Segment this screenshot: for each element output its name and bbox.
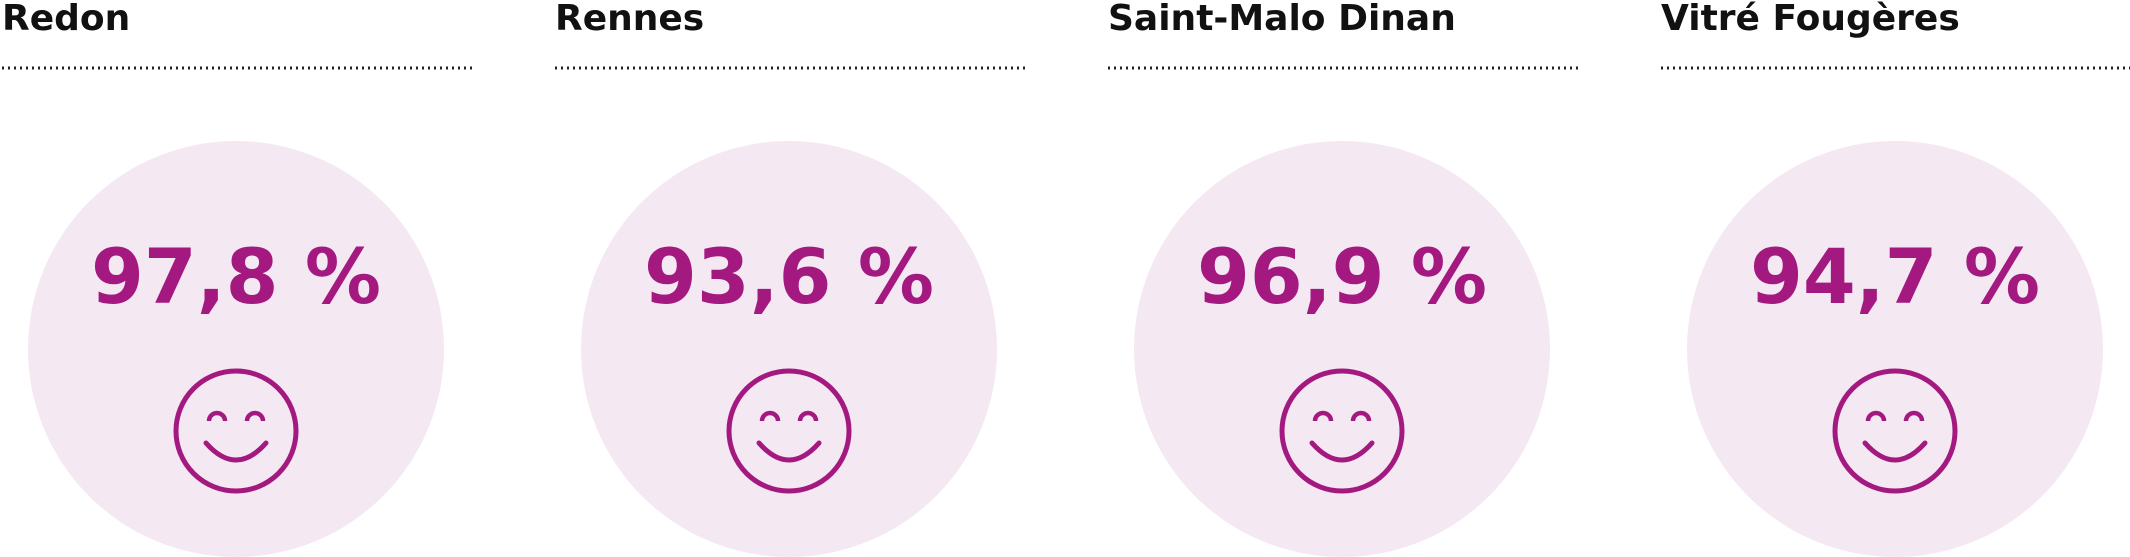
- smiley-eye: [797, 410, 819, 422]
- region-name: Rennes: [555, 0, 704, 39]
- smiley-face: [1279, 368, 1405, 494]
- smiley-face: [726, 368, 852, 494]
- satisfaction-rate: 94,7 %: [1750, 232, 2040, 321]
- region-name: Redon: [2, 0, 130, 39]
- smiley-face: [1832, 368, 1958, 494]
- region-card: Vitré Fougères 94,7 %: [1661, 0, 2130, 557]
- smiley-mouth: [1309, 440, 1375, 463]
- smiley-eye: [1312, 410, 1334, 422]
- region-card: Saint-Malo Dinan 96,9 %: [1108, 0, 1579, 557]
- region-name: Vitré Fougères: [1661, 0, 1960, 39]
- smiley-mouth: [203, 440, 269, 463]
- region-card: Redon 97,8 %: [2, 0, 473, 557]
- smiley-eye: [206, 410, 228, 422]
- smiley-eye: [759, 410, 781, 422]
- badge-circle: [1687, 141, 2103, 557]
- smiley-eye: [1903, 410, 1925, 422]
- satisfaction-rate: 96,9 %: [1197, 232, 1487, 321]
- region-card: Rennes 93,6 %: [555, 0, 1026, 557]
- badge-circle: [1134, 141, 1550, 557]
- smiley-mouth: [756, 440, 822, 463]
- badge-circle: [581, 141, 997, 557]
- satisfaction-rate: 97,8 %: [91, 232, 381, 321]
- smiley-face: [173, 368, 299, 494]
- smiley-mouth: [1862, 440, 1928, 463]
- smiley-eye: [1350, 410, 1372, 422]
- smiley-eye: [244, 410, 266, 422]
- badge-circle: [28, 141, 444, 557]
- satisfaction-rate: 93,6 %: [644, 232, 934, 321]
- smiley-eye: [1865, 410, 1887, 422]
- region-name: Saint-Malo Dinan: [1108, 0, 1456, 39]
